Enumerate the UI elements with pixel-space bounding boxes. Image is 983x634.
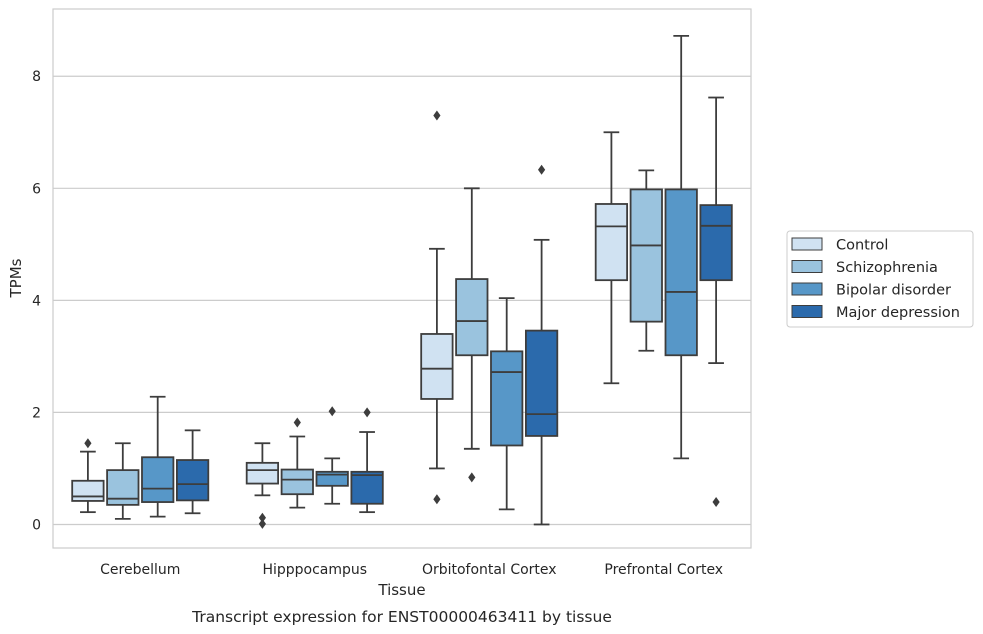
- box-group: [350, 407, 384, 514]
- box: [175, 459, 210, 502]
- outlier-point: [363, 407, 371, 418]
- y-tick-label: 6: [32, 181, 41, 197]
- box-group: [455, 187, 489, 483]
- outlier-point: [712, 497, 720, 508]
- plot-frame: [52, 8, 752, 549]
- box: [106, 469, 140, 506]
- legend-label: Control: [836, 238, 888, 254]
- box: [664, 188, 698, 357]
- box: [141, 456, 175, 503]
- box: [699, 204, 733, 282]
- outlier-point: [468, 472, 476, 483]
- y-tick-label: 8: [32, 69, 41, 85]
- box-group: [490, 297, 524, 511]
- x-tick-label: Prefrontal Cortex: [604, 562, 723, 578]
- box-group: [594, 131, 629, 385]
- outlier-point: [84, 438, 92, 449]
- box-group: [71, 438, 105, 514]
- box: [490, 350, 524, 447]
- outlier-point: [258, 512, 266, 523]
- legend-swatch: [791, 305, 823, 318]
- box-group: [175, 429, 210, 515]
- box: [245, 461, 280, 485]
- chart-caption: Transcript expression for ENST0000046341…: [191, 608, 612, 626]
- legend: Control Schizophrenia Bipolar disorder Majo…: [786, 230, 974, 328]
- legend-items: Control Schizophrenia Bipolar disorder Majo…: [791, 237, 960, 321]
- boxes: [71, 34, 733, 529]
- legend-swatch: [791, 260, 823, 273]
- outlier-point: [433, 494, 441, 505]
- box-group: [524, 164, 559, 526]
- box: [420, 333, 454, 400]
- box: [280, 468, 314, 496]
- legend-swatch: [791, 282, 823, 296]
- legend-label: Bipolar disorder: [836, 283, 951, 299]
- y-tick-labels: 0 2 4 6 8: [32, 69, 41, 533]
- box-group: [420, 110, 454, 505]
- x-tick-label: Cerebellum: [100, 562, 180, 578]
- y-tick-label: 2: [32, 405, 41, 421]
- box-group: [664, 34, 698, 460]
- grid-lines: [53, 75, 751, 526]
- x-tick-labels: Cerebellum Hipppocampus Orbitofontal Corte…: [100, 562, 723, 578]
- box: [524, 329, 559, 437]
- x-tick-label: Orbitofontal Cortex: [422, 562, 557, 578]
- box-group: [245, 442, 280, 529]
- legend-label: Major depression: [836, 305, 960, 321]
- legend-frame: [786, 230, 974, 328]
- box: [629, 188, 663, 323]
- outlier-point: [538, 164, 546, 175]
- box: [455, 278, 489, 357]
- box-group: [141, 395, 175, 518]
- box-group: [280, 417, 314, 509]
- box: [350, 470, 384, 505]
- outlier-point: [258, 518, 266, 529]
- box: [71, 479, 105, 502]
- outlier-point: [293, 417, 301, 428]
- legend-label: Schizophrenia: [836, 260, 938, 276]
- outlier-point: [433, 110, 441, 121]
- x-axis-label: Tissue: [377, 581, 425, 599]
- box-group: [106, 442, 140, 520]
- box-group: [699, 96, 733, 508]
- y-tick-label: 4: [32, 293, 41, 309]
- y-tick-label: 0: [32, 517, 41, 533]
- box-group: [315, 406, 349, 505]
- box-group: [629, 169, 663, 352]
- outlier-point: [328, 406, 336, 417]
- y-axis-label: TPMs: [7, 258, 25, 298]
- box: [594, 203, 629, 282]
- legend-swatch: [791, 237, 823, 251]
- x-tick-label: Hipppocampus: [262, 562, 367, 578]
